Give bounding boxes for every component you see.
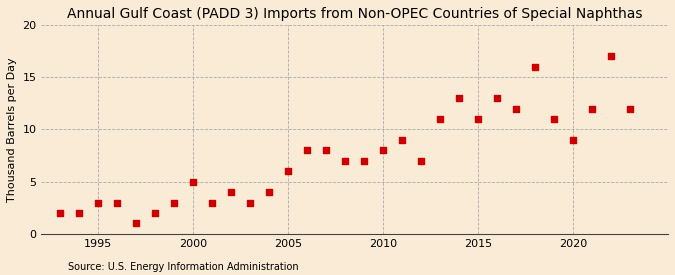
Point: [302, 148, 313, 153]
Text: Source: U.S. Energy Information Administration: Source: U.S. Energy Information Administ…: [68, 262, 298, 272]
Point: [568, 138, 578, 142]
Point: [264, 190, 275, 194]
Point: [472, 117, 483, 121]
Point: [245, 200, 256, 205]
Point: [321, 148, 331, 153]
Point: [492, 96, 503, 100]
Point: [112, 200, 123, 205]
Point: [605, 54, 616, 59]
Y-axis label: Thousand Barrels per Day: Thousand Barrels per Day: [7, 57, 17, 202]
Point: [416, 159, 427, 163]
Point: [454, 96, 464, 100]
Point: [397, 138, 408, 142]
Point: [93, 200, 104, 205]
Point: [283, 169, 294, 174]
Point: [169, 200, 180, 205]
Point: [587, 106, 597, 111]
Point: [359, 159, 370, 163]
Point: [150, 211, 161, 215]
Point: [74, 211, 85, 215]
Point: [55, 211, 66, 215]
Point: [511, 106, 522, 111]
Point: [435, 117, 446, 121]
Point: [549, 117, 560, 121]
Point: [378, 148, 389, 153]
Point: [530, 65, 541, 69]
Title: Annual Gulf Coast (PADD 3) Imports from Non-OPEC Countries of Special Naphthas: Annual Gulf Coast (PADD 3) Imports from …: [67, 7, 643, 21]
Point: [188, 180, 198, 184]
Point: [340, 159, 351, 163]
Point: [624, 106, 635, 111]
Point: [226, 190, 237, 194]
Point: [207, 200, 218, 205]
Point: [131, 221, 142, 226]
